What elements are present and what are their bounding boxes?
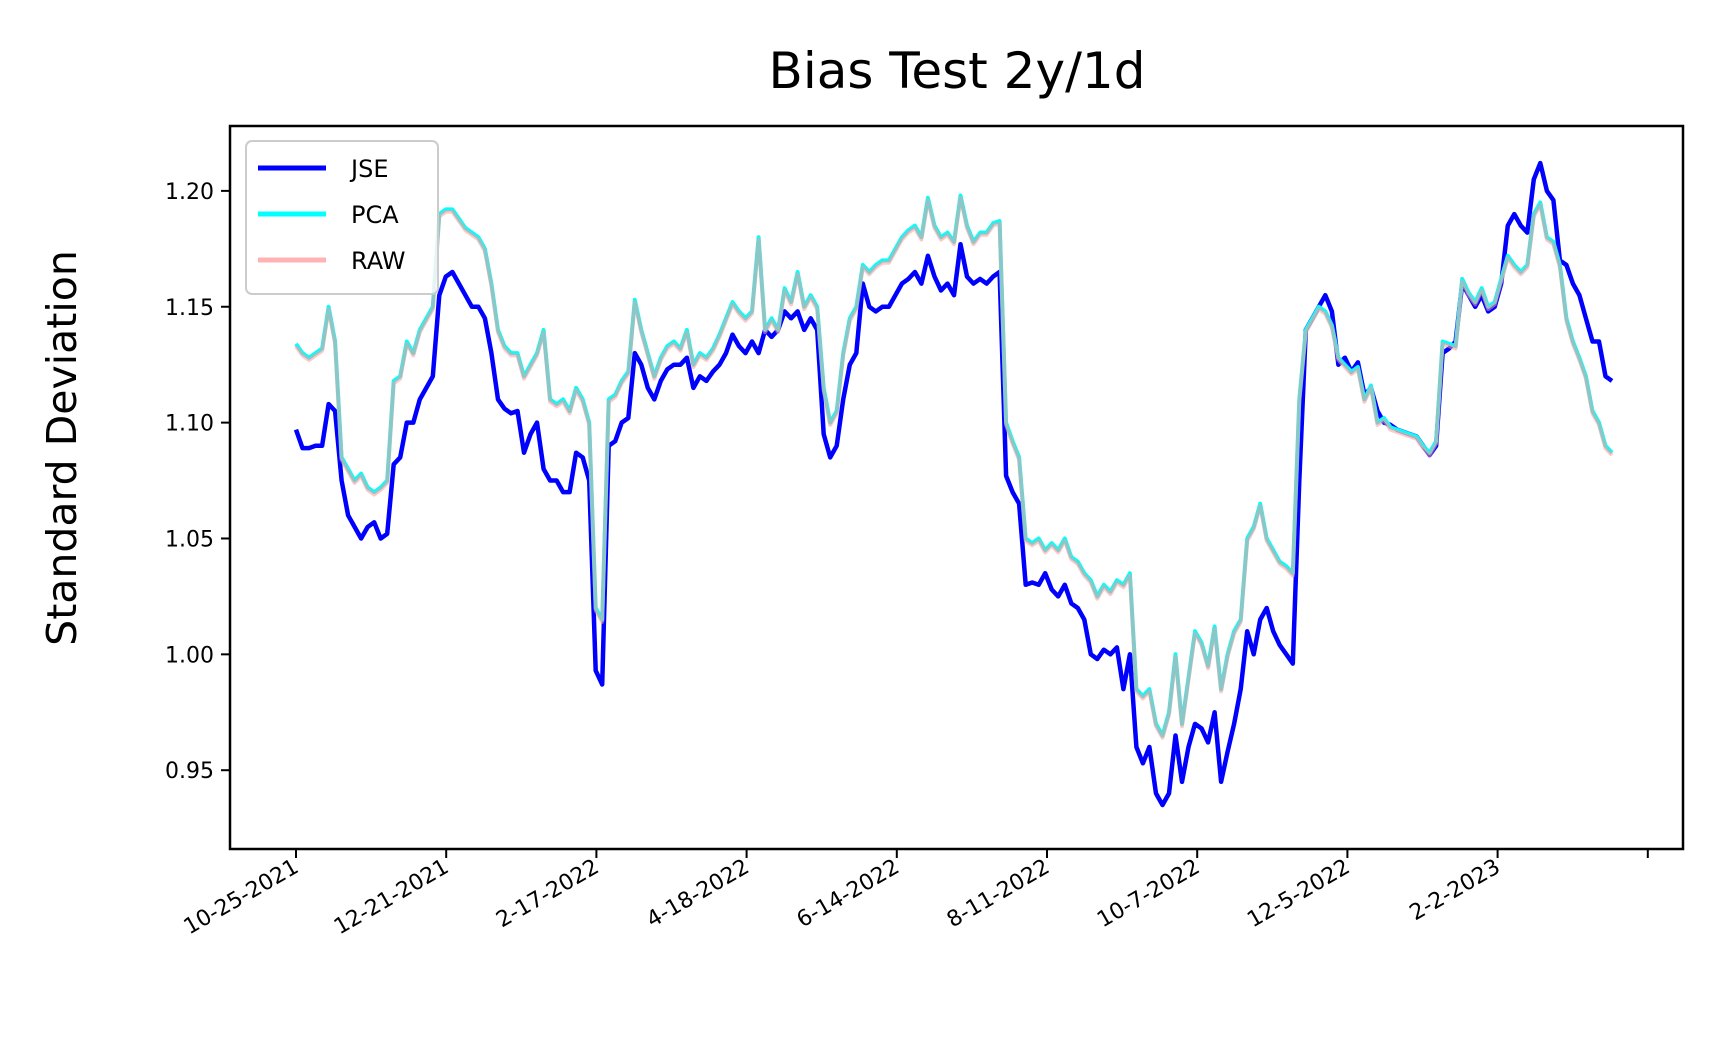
x-tick-label: 10-25-2021 <box>180 855 303 941</box>
x-tick-label: 2-2-2023 <box>1406 855 1505 927</box>
chart-title: Bias Test 2y/1d <box>769 42 1146 100</box>
x-tick-label: 12-21-2021 <box>330 855 453 941</box>
x-tick-label: 12-5-2022 <box>1243 855 1354 934</box>
plot-frame <box>228 124 1685 851</box>
legend-box <box>245 140 439 295</box>
x-tick-label: 6-14-2022 <box>793 855 904 934</box>
y-tick-label: 1.10 <box>165 412 214 437</box>
y-tick-label: 1.00 <box>165 643 214 668</box>
x-tick-label: 2-17-2022 <box>492 855 603 934</box>
legend-label-pca: PCA <box>351 201 399 229</box>
x-axis: 10-25-2021 12-21-2021 2-17-2022 4-18-2022 6-… <box>180 849 1649 941</box>
x-tick-label: 4-18-2022 <box>642 855 753 934</box>
y-tick-label: 1.20 <box>165 180 214 205</box>
y-tick-label: 1.15 <box>165 296 214 321</box>
x-tick-label: 8-11-2022 <box>943 855 1054 934</box>
series-line-jse <box>293 160 1614 808</box>
y-tick-label: 0.95 <box>165 759 214 784</box>
legend-label-jse: JSE <box>349 155 388 183</box>
y-axis-label: Standard Deviation <box>38 250 86 646</box>
series-layer <box>293 160 1614 808</box>
series-line-pca <box>294 193 1614 738</box>
x-tick-label: 10-7-2022 <box>1093 855 1204 934</box>
legend-label-raw: RAW <box>351 247 406 275</box>
legend: JSE PCA RAW <box>245 140 439 295</box>
y-tick-label: 1.05 <box>165 527 214 552</box>
y-axis: 0.95 1.00 1.05 1.10 1.15 1.20 <box>165 180 230 784</box>
series-line-raw <box>294 195 1614 740</box>
